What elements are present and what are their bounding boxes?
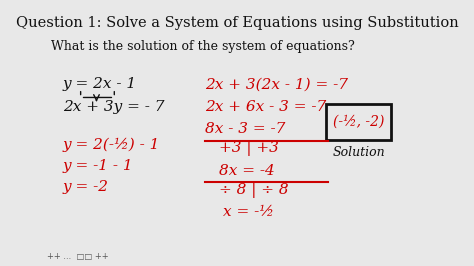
Text: y = 2x - 1: y = 2x - 1 xyxy=(63,77,137,91)
Text: ++ ...  □□ ++: ++ ... □□ ++ xyxy=(47,252,109,261)
Text: 8x - 3 = -7: 8x - 3 = -7 xyxy=(205,122,286,136)
Text: y = 2(-½) - 1: y = 2(-½) - 1 xyxy=(63,138,160,152)
Text: 2x + 3(2x - 1) = -7: 2x + 3(2x - 1) = -7 xyxy=(205,77,348,91)
Text: y = -2: y = -2 xyxy=(63,180,109,194)
Text: 2x + 3y = - 7: 2x + 3y = - 7 xyxy=(63,100,164,114)
Text: Question 1: Solve a System of Equations using Substitution: Question 1: Solve a System of Equations … xyxy=(16,16,458,30)
Text: x = -½: x = -½ xyxy=(223,205,274,219)
Text: 8x = -4: 8x = -4 xyxy=(219,164,275,178)
Text: ÷ 8 | ÷ 8: ÷ 8 | ÷ 8 xyxy=(219,184,289,198)
Text: (-½, -2): (-½, -2) xyxy=(333,115,384,129)
Text: Solution: Solution xyxy=(332,146,385,159)
Text: What is the solution of the system of equations?: What is the solution of the system of eq… xyxy=(51,40,355,53)
Text: 2x + 6x - 3 = -7: 2x + 6x - 3 = -7 xyxy=(205,100,327,114)
Text: y = -1 - 1: y = -1 - 1 xyxy=(63,159,134,173)
Text: +3 | +3: +3 | +3 xyxy=(219,141,279,156)
